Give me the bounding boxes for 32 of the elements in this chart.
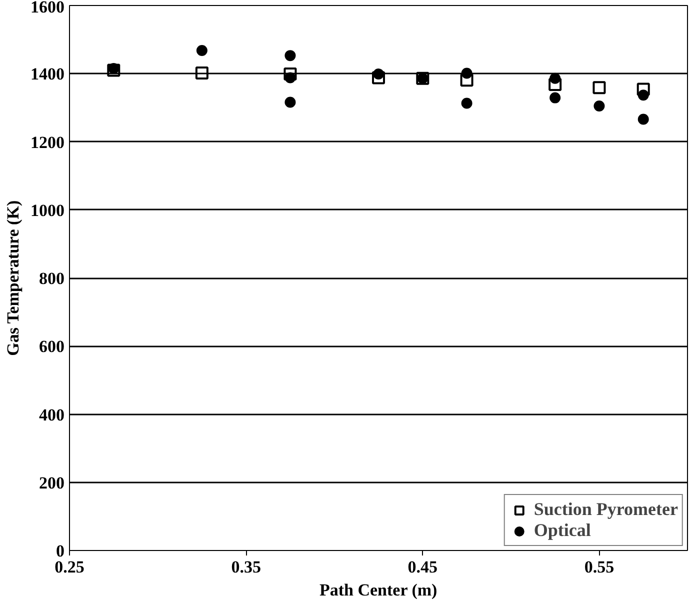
point — [460, 74, 474, 87]
point — [372, 71, 385, 84]
point — [636, 82, 650, 96]
point — [284, 96, 296, 108]
x-tick-label: 0.35 — [231, 558, 261, 576]
legend-label: Optical — [534, 520, 591, 541]
y-tick-label: 200 — [39, 473, 64, 492]
point — [638, 114, 649, 125]
y-tick-label: 1600 — [30, 0, 64, 16]
point — [592, 81, 606, 94]
legend-label: Suction Pyrometer — [534, 499, 678, 520]
x-tick-label: 0.45 — [408, 558, 438, 576]
point — [284, 67, 297, 80]
y-tick-label: 1200 — [30, 132, 64, 152]
y-tick-label: 1000 — [30, 200, 64, 220]
y-tick-label: 0 — [56, 542, 64, 560]
y-axis-title: Gas Temperature (K) — [4, 200, 22, 356]
y-tick-label: 600 — [39, 337, 64, 356]
x-axis-title: Path Center (m) — [319, 580, 438, 600]
point — [548, 78, 562, 92]
y-tick-label: 800 — [39, 269, 64, 288]
point — [195, 66, 208, 80]
point — [284, 50, 296, 62]
point — [196, 44, 208, 56]
y-tick-label: 400 — [39, 405, 64, 424]
point — [594, 100, 605, 112]
point — [107, 64, 120, 77]
y-tick-label: 1400 — [30, 64, 64, 84]
x-tick-label: 0.55 — [584, 558, 614, 576]
x-tick-label: 0.25 — [54, 558, 84, 576]
point — [550, 92, 561, 104]
point — [461, 98, 472, 109]
